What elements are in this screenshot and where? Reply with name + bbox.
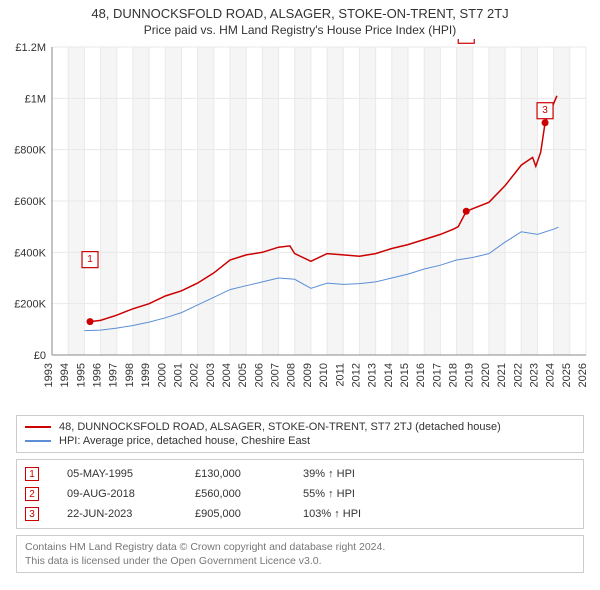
svg-text:2024: 2024	[545, 363, 557, 387]
svg-text:2000: 2000	[156, 363, 168, 387]
svg-text:2023: 2023	[528, 363, 540, 387]
sales-date: 05-MAY-1995	[67, 468, 167, 480]
svg-text:2001: 2001	[172, 363, 184, 387]
svg-text:£600K: £600K	[14, 196, 46, 208]
titles: 48, DUNNOCKSFOLD ROAD, ALSAGER, STOKE-ON…	[0, 0, 600, 39]
svg-text:1993: 1993	[43, 363, 55, 387]
series-hpi	[84, 227, 558, 330]
svg-text:£200K: £200K	[14, 299, 46, 311]
credit-line2: This data is licensed under the Open Gov…	[25, 554, 575, 568]
svg-text:2010: 2010	[318, 363, 330, 387]
svg-text:£800K: £800K	[14, 145, 46, 157]
svg-text:2022: 2022	[512, 363, 524, 387]
sales-price: £560,000	[195, 488, 275, 500]
svg-text:2006: 2006	[253, 363, 265, 387]
svg-text:2021: 2021	[496, 363, 508, 387]
svg-text:2020: 2020	[480, 363, 492, 387]
chart-container: 48, DUNNOCKSFOLD ROAD, ALSAGER, STOKE-ON…	[0, 0, 600, 573]
legend-label: 48, DUNNOCKSFOLD ROAD, ALSAGER, STOKE-ON…	[59, 421, 501, 433]
svg-text:2025: 2025	[561, 363, 573, 387]
svg-text:1997: 1997	[108, 363, 120, 387]
svg-text:2008: 2008	[286, 363, 298, 387]
svg-text:£400K: £400K	[14, 247, 46, 259]
sales-date: 09-AUG-2018	[67, 488, 167, 500]
sales-row: 3 22-JUN-2023 £905,000 103% ↑ HPI	[25, 504, 575, 524]
svg-text:2016: 2016	[415, 363, 427, 387]
plot-svg: £0 £200K £400K £600K £800K £1M £1.2M 1993 1994 19…	[0, 39, 600, 409]
sales-marker: 3	[25, 507, 39, 521]
sales-table: 1 05-MAY-1995 £130,000 39% ↑ HPI 2 09-AUG-201…	[16, 459, 584, 529]
svg-text:1996: 1996	[92, 363, 104, 387]
svg-text:2004: 2004	[221, 363, 233, 387]
svg-text:1998: 1998	[124, 363, 136, 387]
legend-label: HPI: Average price, detached house, Ches…	[59, 435, 310, 447]
legend: 48, DUNNOCKSFOLD ROAD, ALSAGER, STOKE-ON…	[16, 415, 584, 453]
svg-text:2012: 2012	[350, 363, 362, 387]
legend-row: 48, DUNNOCKSFOLD ROAD, ALSAGER, STOKE-ON…	[25, 420, 575, 434]
title-main: 48, DUNNOCKSFOLD ROAD, ALSAGER, STOKE-ON…	[10, 6, 590, 21]
credit-line1: Contains HM Land Registry data © Crown c…	[25, 540, 575, 554]
series-price	[90, 96, 557, 322]
svg-text:2002: 2002	[189, 363, 201, 387]
sale-marker-label: 1	[87, 254, 93, 265]
title-sub: Price paid vs. HM Land Registry's House …	[10, 23, 590, 37]
legend-swatch	[25, 440, 51, 442]
svg-text:2009: 2009	[302, 363, 314, 387]
sales-pct: 103% ↑ HPI	[303, 508, 361, 520]
plot-area: £0 £200K £400K £600K £800K £1M £1.2M 1993 1994 19…	[0, 39, 600, 409]
legend-swatch	[25, 426, 51, 428]
svg-text:2013: 2013	[367, 363, 379, 387]
sale-marker-dot	[87, 318, 94, 325]
svg-text:2003: 2003	[205, 363, 217, 387]
svg-text:£1.2M: £1.2M	[15, 42, 46, 54]
sale-marker-label: 3	[542, 105, 548, 116]
sales-pct: 55% ↑ HPI	[303, 488, 355, 500]
svg-text:2014: 2014	[383, 363, 395, 387]
svg-text:2015: 2015	[399, 363, 411, 387]
sale-marker-label: 2	[463, 39, 469, 41]
svg-text:2026: 2026	[577, 363, 589, 387]
svg-text:2019: 2019	[464, 363, 476, 387]
sales-date: 22-JUN-2023	[67, 508, 167, 520]
svg-text:2017: 2017	[431, 363, 443, 387]
sales-price: £905,000	[195, 508, 275, 520]
sales-row: 1 05-MAY-1995 £130,000 39% ↑ HPI	[25, 464, 575, 484]
sales-marker: 2	[25, 487, 39, 501]
svg-text:1995: 1995	[75, 363, 87, 387]
svg-text:2007: 2007	[270, 363, 282, 387]
svg-text:£1M: £1M	[25, 93, 46, 105]
svg-text:£0: £0	[34, 350, 46, 362]
svg-text:1994: 1994	[59, 363, 71, 387]
svg-text:2018: 2018	[448, 363, 460, 387]
sale-marker-dot	[542, 119, 549, 126]
sales-row: 2 09-AUG-2018 £560,000 55% ↑ HPI	[25, 484, 575, 504]
sales-marker: 1	[25, 467, 39, 481]
svg-text:1999: 1999	[140, 363, 152, 387]
sales-price: £130,000	[195, 468, 275, 480]
credit: Contains HM Land Registry data © Crown c…	[16, 535, 584, 573]
sale-marker-dot	[463, 208, 470, 215]
sales-pct: 39% ↑ HPI	[303, 468, 355, 480]
svg-text:2005: 2005	[237, 363, 249, 387]
legend-row: HPI: Average price, detached house, Ches…	[25, 434, 575, 448]
svg-text:2011: 2011	[334, 363, 346, 387]
